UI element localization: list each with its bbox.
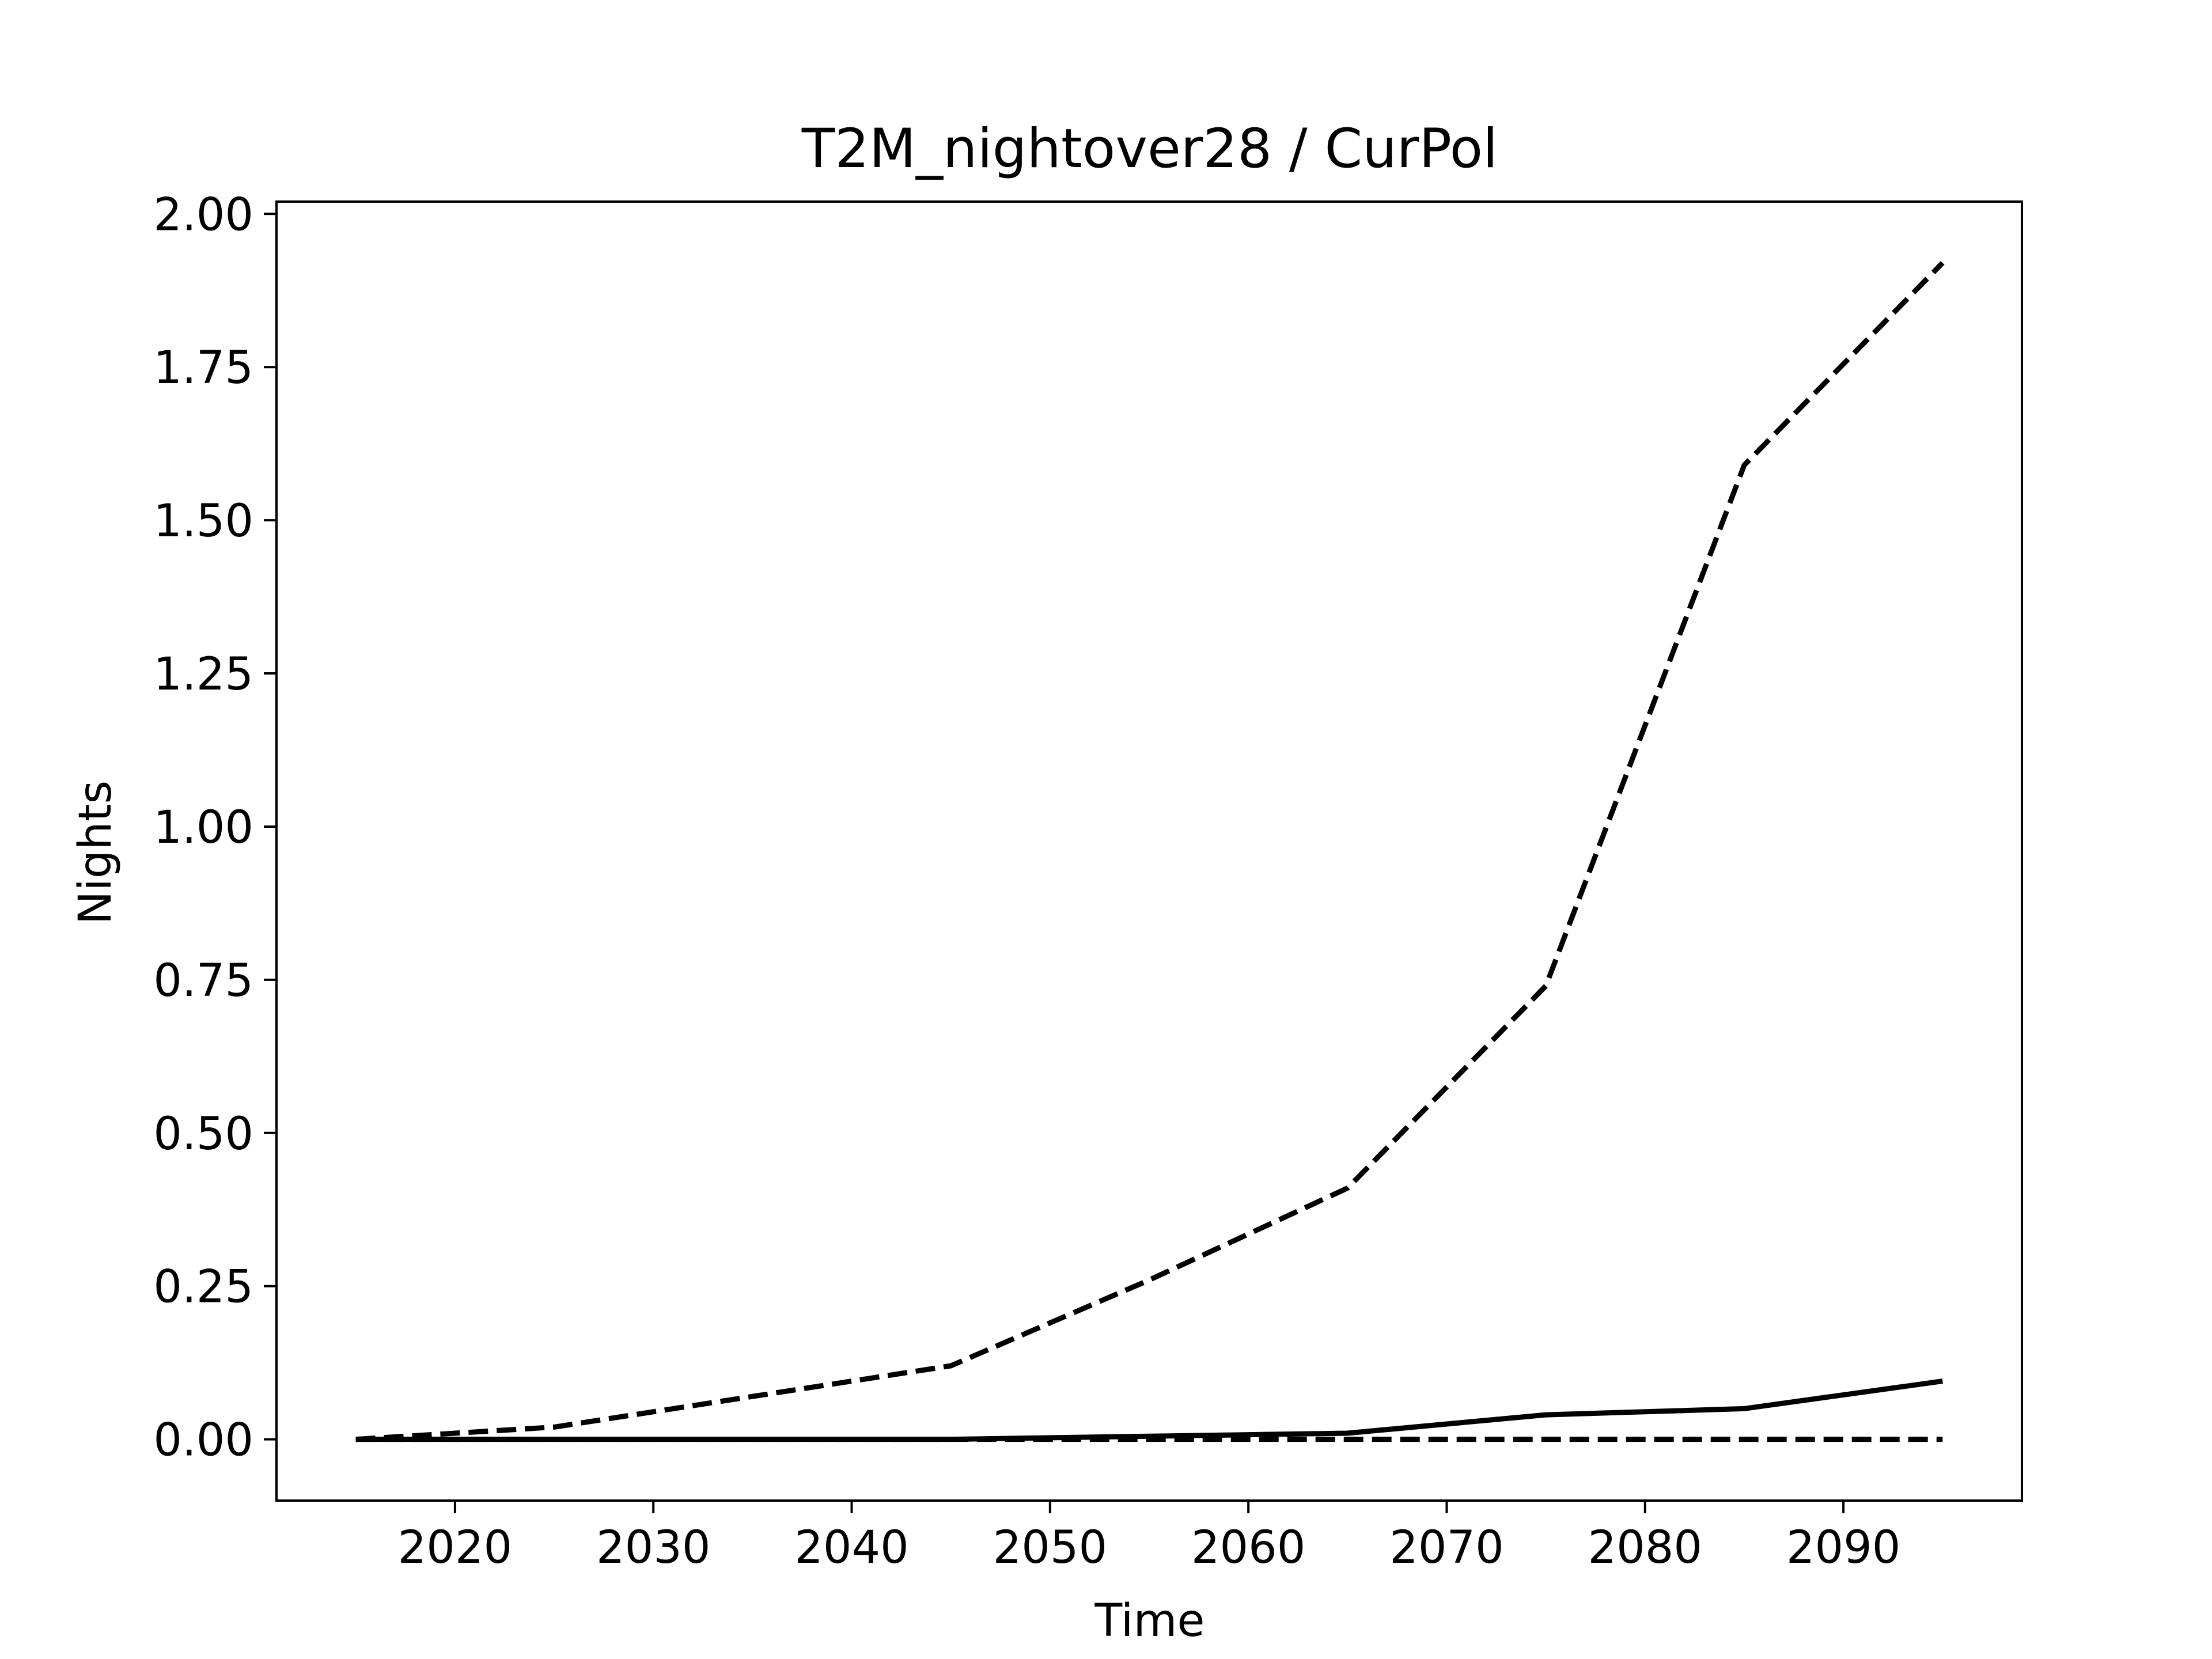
y-tick-label: 1.75 (153, 342, 253, 394)
x-tick-label: 2080 (1588, 1522, 1703, 1574)
y-tick-label: 1.25 (153, 649, 253, 700)
x-axis: 2020 2030 2040 2050 2060 2070 2080 2090 (398, 1501, 1901, 1574)
y-tick-label: 0.50 (153, 1108, 253, 1160)
x-tick-label: 2060 (1191, 1522, 1306, 1574)
x-tick-label: 2020 (398, 1522, 513, 1574)
x-tick-label: 2040 (794, 1522, 909, 1574)
y-tick-label: 2.00 (153, 189, 253, 241)
x-tick-label: 2070 (1389, 1522, 1504, 1574)
y-tick-label: 1.50 (153, 495, 253, 547)
series-line-1 (355, 261, 1945, 1442)
chart-title: T2M_nightover28 / CurPol (801, 118, 1498, 180)
y-tick-label: 0.75 (153, 955, 253, 1007)
y-axis: 0.00 0.25 0.50 0.75 1.00 1.25 1.50 1.75 2.00 (153, 189, 276, 1467)
series-layer (355, 261, 1945, 1442)
x-tick-label: 2050 (993, 1522, 1108, 1574)
plot-frame (275, 200, 2023, 1502)
x-axis-label: Time (1094, 1595, 1205, 1647)
x-tick-label: 2030 (596, 1522, 711, 1574)
x-tick-label: 2090 (1786, 1522, 1901, 1574)
y-tick-label: 1.00 (153, 802, 253, 854)
y-tick-label: 0.00 (153, 1415, 253, 1467)
y-tick-label: 0.25 (153, 1262, 253, 1313)
y-axis-label: Nights (70, 781, 122, 925)
